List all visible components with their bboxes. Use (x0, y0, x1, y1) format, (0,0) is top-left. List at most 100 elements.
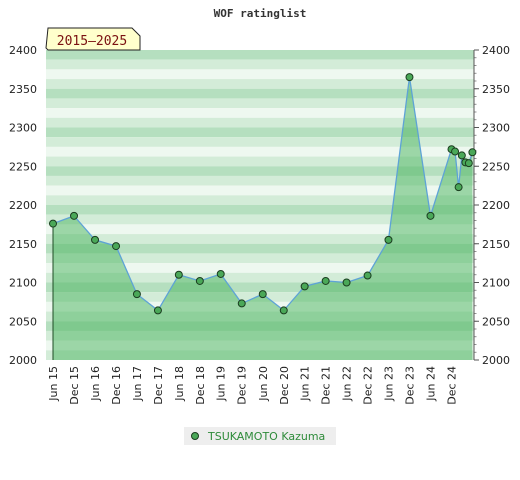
legend-label: TSUKAMOTO Kazuma (207, 430, 325, 443)
y-tick-label-right: 2250 (482, 160, 510, 173)
background-band (46, 50, 474, 60)
period-badge-box (45, 27, 141, 51)
data-point (112, 242, 121, 251)
x-tick-label: Dec 15 (68, 366, 81, 405)
y-tick-label-left: 2150 (9, 238, 37, 251)
background-band (46, 214, 474, 225)
legend-marker (191, 432, 199, 440)
x-tick-label: Dec 21 (320, 366, 333, 405)
background-band (46, 117, 474, 128)
x-tick-label: Dec 16 (110, 366, 123, 405)
x-tick-label: Dec 24 (445, 366, 458, 405)
x-tick-label: Jun 17 (131, 366, 144, 402)
x-tick-label: Jun 22 (341, 366, 354, 402)
data-point (258, 290, 267, 299)
x-tick-label: Dec 23 (403, 366, 416, 405)
rating-area-fill (53, 77, 473, 360)
background-band (46, 79, 474, 89)
y-tick-label-right: 2050 (482, 315, 510, 328)
data-point (300, 282, 309, 291)
background-band (46, 59, 474, 70)
background-band (46, 88, 474, 99)
rating-area (52, 77, 474, 360)
data-point (279, 306, 288, 315)
data-point (363, 271, 372, 280)
background-band (46, 98, 474, 109)
y-tick-label-left: 2300 (9, 122, 37, 135)
y-tick-label-left: 2200 (9, 199, 37, 212)
data-points (49, 73, 477, 315)
data-point (153, 306, 162, 315)
data-point (49, 219, 58, 228)
y-tick-label-right: 2350 (482, 83, 510, 96)
x-tick-label: Jun 15 (47, 366, 60, 402)
x-tick-label: Dec 22 (362, 366, 375, 405)
x-tick-label: Dec 19 (236, 366, 249, 405)
y-tick-label-left: 2400 (9, 44, 37, 57)
data-point (321, 276, 330, 285)
x-tick-label: Dec 18 (194, 366, 207, 405)
background-band (46, 185, 474, 196)
y-tick-label-right: 2200 (482, 199, 510, 212)
background-band (46, 234, 474, 244)
data-point (384, 235, 393, 244)
data-point (91, 235, 100, 244)
x-tick-label: Jun 23 (382, 366, 395, 402)
background-band (46, 69, 474, 80)
background-band (46, 243, 474, 254)
legend-box (184, 427, 336, 445)
period-badge-text: 2015–2025 (57, 34, 127, 49)
data-point (457, 151, 466, 160)
background-band (46, 146, 474, 157)
x-tick-label: Jun 21 (299, 366, 312, 402)
data-point (70, 211, 79, 220)
data-point (216, 269, 225, 278)
data-point (464, 159, 473, 168)
background-band (46, 108, 474, 118)
data-point (451, 147, 460, 156)
right-y-axis: 2000 2050 2100 2150 2200 2250 2300 2350 2400 (473, 44, 510, 367)
y-tick-label-right: 2150 (482, 238, 510, 251)
data-point (174, 270, 183, 279)
background-band (46, 166, 474, 176)
y-tick-label-right: 2400 (482, 44, 510, 57)
background-band (46, 282, 474, 293)
data-point (132, 290, 141, 299)
background-band (46, 127, 474, 138)
x-tick-label: Jun 19 (215, 366, 228, 402)
y-tick-label-left: 2350 (9, 83, 37, 96)
y-tick-label-right: 2300 (482, 122, 510, 135)
y-tick-label-left: 2000 (9, 354, 37, 367)
y-tick-label-right: 2100 (482, 277, 510, 290)
y-tick-label-left: 2100 (9, 277, 37, 290)
background-band (46, 272, 474, 283)
y-tick-label-right: 2000 (482, 354, 510, 367)
x-tick-label: Jun 20 (257, 366, 270, 402)
background-band (46, 253, 474, 264)
period-badge: 2015–2025 (45, 27, 141, 51)
background-band (46, 137, 474, 147)
left-y-axis: 2000 2050 2100 2150 2200 2250 2300 2350 2400 (9, 44, 37, 367)
data-point (237, 299, 246, 308)
x-axis: Jun 15 Dec 15 Jun 16 Dec 16 Jun 17 Dec 17 Jun … (47, 366, 458, 405)
x-tick-label: Dec 20 (278, 366, 291, 405)
data-point (405, 73, 414, 82)
rating-line (52, 77, 474, 312)
legend: TSUKAMOTO Kazuma (184, 427, 336, 445)
x-tick-label: Jun 18 (173, 366, 186, 402)
y-tick-label-left: 2250 (9, 160, 37, 173)
background-band (46, 224, 474, 235)
data-point (195, 276, 204, 285)
data-point (426, 211, 435, 220)
data-point (454, 183, 463, 192)
y-tick-label-left: 2050 (9, 315, 37, 328)
background-band (46, 205, 474, 215)
background-band (46, 175, 474, 186)
background-band (46, 195, 474, 205)
data-point (468, 148, 477, 157)
background-band (46, 156, 474, 167)
x-tick-label: Dec 17 (152, 366, 165, 405)
x-tick-label: Jun 24 (424, 366, 437, 402)
data-point (342, 278, 351, 287)
